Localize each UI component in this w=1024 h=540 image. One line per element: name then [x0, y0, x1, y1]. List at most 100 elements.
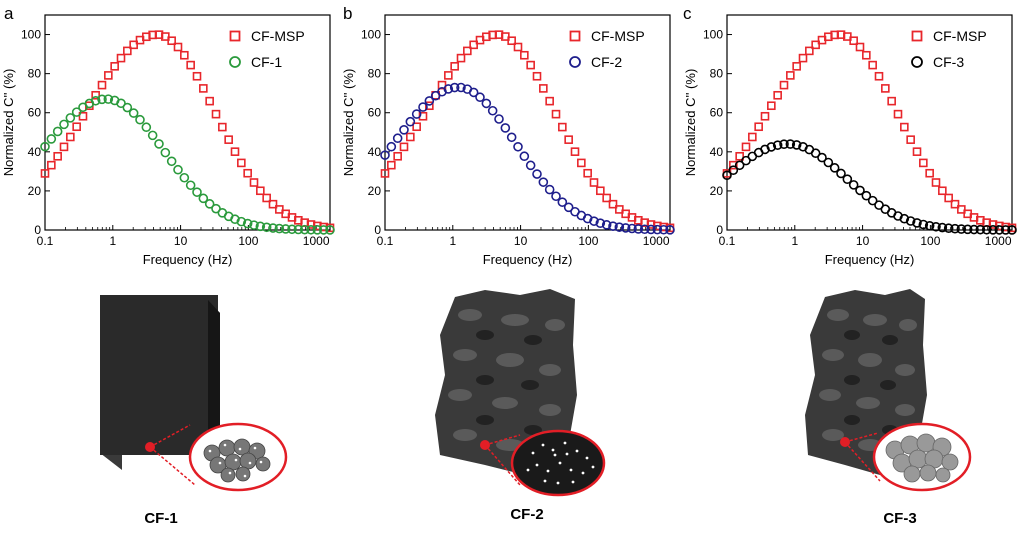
data-point-cf-msp — [741, 142, 751, 152]
chart-b-svg: 0 20 40 60 80 100 0.1 1 10 100 1000 Frequency (Hz) N… — [341, 14, 675, 267]
caption-cf2: CF-2 — [510, 506, 544, 523]
data-point-cf-3 — [741, 155, 751, 166]
data-point-cf-msp — [393, 151, 402, 161]
data-point-cf-2 — [646, 224, 656, 235]
data-point-cf-msp — [558, 122, 567, 132]
data-point-cf-1 — [242, 218, 253, 229]
data-point-cf-1 — [116, 98, 126, 109]
data-point-cf-msp — [513, 42, 523, 52]
data-point-cf-msp — [779, 80, 789, 90]
data-point-cf-3 — [817, 152, 827, 163]
data-point-cf-3 — [791, 140, 802, 150]
data-point-cf-3 — [810, 148, 821, 159]
data-point-cf-msp — [425, 101, 434, 111]
data-point-cf-msp — [767, 101, 776, 111]
data-point-cf-1 — [198, 193, 209, 204]
x-axis-label: Frequency (Hz) — [483, 252, 573, 267]
data-point-cf-3 — [943, 223, 954, 234]
legend-marker — [911, 56, 923, 68]
data-point-cf-3 — [994, 225, 1005, 235]
x-tick-label: 100 — [238, 234, 258, 248]
data-point-cf-3 — [829, 163, 840, 173]
data-point-cf-1 — [166, 156, 177, 167]
data-point-cf-1 — [52, 126, 63, 137]
data-point-cf-1 — [179, 172, 190, 183]
data-point-cf-3 — [836, 168, 846, 179]
data-point-cf-3 — [988, 225, 998, 235]
data-point-cf-msp — [444, 71, 453, 80]
data-point-cf-msp — [463, 46, 472, 56]
data-point-cf-2 — [449, 82, 460, 93]
y-tick-label: 80 — [710, 67, 724, 81]
cf2-illustration — [425, 285, 625, 500]
data-point-cf-3 — [1000, 225, 1011, 235]
data-point-cf-3 — [937, 222, 948, 233]
chart-c-svg: 0 20 40 60 80 100 0.1 1 10 100 1000 Frequency (Hz) N… — [683, 14, 1017, 267]
y-tick-label: 40 — [28, 145, 42, 159]
data-point-cf-3 — [848, 180, 859, 190]
data-point-cf-msp — [931, 178, 941, 187]
data-point-cf-2 — [627, 223, 637, 234]
data-point-cf-msp — [380, 169, 390, 178]
y-tick-label: 20 — [710, 184, 724, 198]
x-tick-label: 0.1 — [719, 234, 736, 248]
x-tick-label: 10 — [856, 234, 870, 248]
data-point-cf-2 — [532, 169, 542, 179]
data-point-cf-2 — [405, 116, 416, 127]
x-tick-label: 1 — [791, 234, 798, 248]
data-point-cf-3 — [905, 216, 916, 226]
data-point-cf-msp — [224, 135, 233, 144]
data-point-cf-msp — [412, 122, 421, 132]
data-point-cf-msp — [583, 168, 592, 178]
data-point-cf-msp — [855, 42, 865, 52]
chart-panel-a: 0 20 40 60 80 100 0.1 1 10 100 1000 Frequency (Hz) N… — [0, 0, 340, 287]
data-point-cf-msp — [180, 50, 189, 60]
y-tick-label: 60 — [368, 106, 382, 120]
caption-cf1: CF-1 — [144, 510, 178, 527]
y-tick-label: 80 — [28, 67, 42, 81]
data-point-cf-msp — [78, 111, 88, 121]
data-point-cf-msp — [874, 71, 884, 81]
data-point-cf-msp — [805, 46, 814, 56]
y-tick-label: 100 — [703, 28, 723, 42]
x-tick-label: 1000 — [303, 234, 330, 248]
data-point-cf-2 — [468, 87, 479, 98]
data-point-cf-3 — [722, 170, 732, 181]
data-point-cf-msp — [192, 71, 202, 81]
data-point-cf-2 — [513, 141, 523, 152]
data-point-cf-msp — [211, 109, 221, 119]
data-point-cf-msp — [237, 158, 246, 168]
x-axis-label: Frequency (Hz) — [143, 252, 233, 267]
legend-marker — [229, 56, 241, 68]
data-point-cf-2 — [608, 221, 618, 231]
data-point-cf-msp — [520, 50, 529, 60]
data-point-cf-2 — [418, 102, 428, 112]
data-point-cf-msp — [564, 135, 573, 144]
data-point-cf-msp — [596, 186, 605, 196]
data-point-cf-msp — [104, 71, 113, 80]
data-point-cf-msp — [129, 40, 138, 50]
data-point-cf-2 — [639, 224, 650, 235]
legend-label: CF-MSP — [933, 28, 987, 44]
data-point-cf-msp — [268, 199, 278, 209]
data-point-cf-msp — [881, 84, 890, 93]
data-point-cf-msp — [748, 132, 757, 142]
data-point-cf-msp — [275, 205, 284, 214]
legend-marker — [569, 30, 581, 42]
data-point-cf-1 — [103, 94, 114, 104]
data-point-cf-1 — [192, 187, 202, 197]
data-point-cf-msp — [792, 62, 801, 71]
data-point-cf-1 — [261, 222, 272, 233]
data-point-cf-msp — [72, 122, 81, 132]
data-point-cf-msp — [40, 169, 50, 178]
data-point-cf-msp — [116, 53, 126, 63]
data-point-cf-msp — [262, 193, 271, 203]
data-point-cf-2 — [538, 177, 549, 187]
data-point-cf-msp — [570, 147, 580, 156]
data-point-cf-msp — [577, 158, 586, 168]
legend-marker — [569, 56, 581, 68]
data-point-cf-msp — [205, 96, 214, 106]
data-point-cf-1 — [268, 223, 278, 233]
data-point-cf-2 — [475, 92, 485, 103]
data-point-cf-3 — [842, 174, 853, 184]
